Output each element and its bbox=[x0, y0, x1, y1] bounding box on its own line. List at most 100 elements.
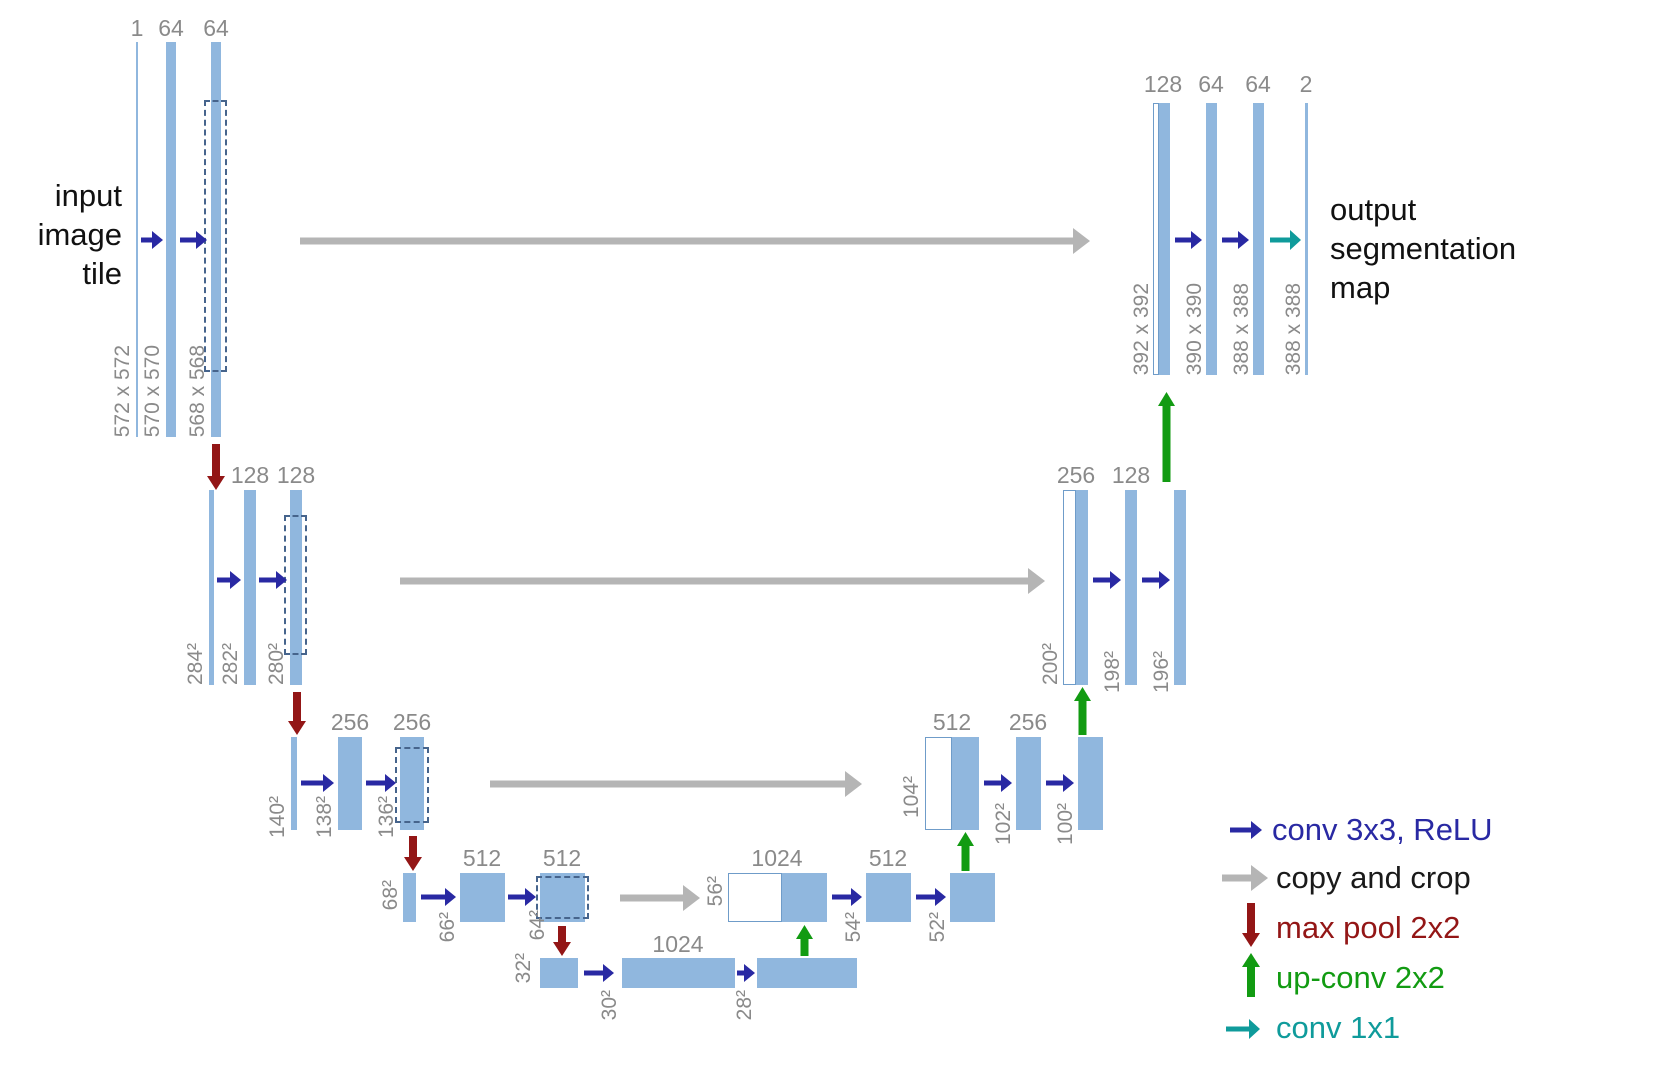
feature-map-bar bbox=[338, 737, 362, 830]
feature-map-bar bbox=[244, 490, 256, 685]
copy-crop-arrow bbox=[490, 771, 862, 797]
copied-features-box bbox=[1153, 103, 1159, 375]
channel-count-label: 512 bbox=[462, 845, 502, 871]
up-conv-arrow-legend-icon bbox=[1242, 953, 1260, 997]
channel-count-label: 256 bbox=[1056, 462, 1096, 488]
max-pool-arrow bbox=[207, 444, 225, 490]
input-image-tile-label: input image tile bbox=[37, 178, 122, 291]
copied-features-box bbox=[1063, 490, 1076, 685]
spatial-size-label: 198² bbox=[1101, 650, 1124, 693]
spatial-size-label: 280² bbox=[265, 642, 288, 685]
feature-map-bar bbox=[403, 873, 416, 922]
feature-map-bar bbox=[866, 873, 911, 922]
spatial-size-label: 136² bbox=[375, 795, 398, 838]
spatial-size-label: 570 x 570 bbox=[141, 344, 164, 437]
feature-map-bar bbox=[460, 873, 505, 922]
spatial-size-label: 388 x 388 bbox=[1230, 282, 1253, 375]
channel-count-label: 2 bbox=[1299, 71, 1313, 97]
feature-map-bar bbox=[757, 958, 857, 988]
spatial-size-label: 102² bbox=[992, 803, 1015, 846]
feature-map-bar bbox=[1174, 490, 1186, 685]
conv-arrow bbox=[1222, 231, 1249, 249]
copied-features-box bbox=[925, 737, 952, 830]
spatial-size-label: 30² bbox=[598, 990, 621, 1021]
conv-arrow bbox=[301, 774, 334, 792]
channel-count-label: 256 bbox=[1008, 709, 1048, 735]
conv-arrow bbox=[141, 231, 163, 249]
spatial-size-label: 388 x 388 bbox=[1282, 282, 1305, 375]
legend-label-conv1x1: conv 1x1 bbox=[1276, 1010, 1401, 1045]
up-conv-arrow bbox=[796, 925, 813, 956]
feature-map-bar bbox=[166, 42, 176, 437]
spatial-size-label: 196² bbox=[1150, 650, 1173, 693]
spatial-size-label: 28² bbox=[733, 990, 756, 1021]
conv-arrow bbox=[1046, 774, 1074, 792]
feature-map-bar bbox=[540, 958, 578, 988]
feature-map-bar bbox=[782, 873, 827, 922]
crop-region-outline bbox=[204, 100, 227, 372]
conv-arrow bbox=[916, 888, 946, 906]
feature-map-bar bbox=[211, 42, 221, 437]
copy-crop-arrow bbox=[400, 568, 1045, 594]
conv-arrow bbox=[508, 888, 536, 906]
spatial-size-label: 54² bbox=[842, 912, 865, 943]
copy-crop-arrow-legend-icon bbox=[1222, 865, 1268, 891]
conv1x1-arrow bbox=[1270, 230, 1301, 250]
spatial-size-label: 392 x 392 bbox=[1130, 282, 1153, 375]
legend-label-conv: conv 3x3, ReLU bbox=[1272, 812, 1493, 847]
channel-count-label: 512 bbox=[542, 845, 582, 871]
spatial-size-label: 32² bbox=[512, 953, 535, 984]
spatial-size-label: 64² bbox=[526, 910, 549, 941]
conv-arrow bbox=[217, 571, 241, 589]
feature-map-bar bbox=[1125, 490, 1137, 685]
legend-label-max-pool: max pool 2x2 bbox=[1276, 910, 1461, 945]
conv-arrow bbox=[737, 964, 755, 982]
output-segmentation-map-label: output segmentation map bbox=[1330, 192, 1517, 305]
channel-count-label: 128 bbox=[230, 462, 270, 488]
channel-count-label: 512 bbox=[932, 709, 972, 735]
copy-crop-arrow bbox=[300, 228, 1090, 254]
conv-arrow bbox=[180, 231, 207, 249]
feature-map-bar bbox=[622, 958, 735, 988]
up-conv-arrow bbox=[957, 832, 974, 871]
channel-count-label: 64 bbox=[1245, 71, 1271, 97]
copied-features-box bbox=[728, 873, 782, 922]
channel-count-label: 256 bbox=[330, 709, 370, 735]
conv-arrow bbox=[366, 774, 396, 792]
channel-count-label: 128 bbox=[276, 462, 316, 488]
channel-count-label: 1024 bbox=[751, 845, 803, 871]
spatial-size-label: 200² bbox=[1039, 642, 1062, 685]
conv-arrow bbox=[1142, 571, 1170, 589]
output-channel-line bbox=[1305, 103, 1308, 375]
conv1x1-arrow-legend-icon bbox=[1226, 1019, 1260, 1039]
channel-count-label: 1024 bbox=[652, 931, 704, 957]
spatial-size-label: 140² bbox=[266, 795, 289, 838]
spatial-size-label: 572 x 572 bbox=[111, 344, 134, 437]
spatial-size-label: 390 x 390 bbox=[1183, 282, 1206, 375]
conv-arrow bbox=[1093, 571, 1121, 589]
spatial-size-label: 68² bbox=[379, 880, 402, 911]
spatial-size-label: 284² bbox=[184, 642, 207, 685]
legend-label-up-conv: up-conv 2x2 bbox=[1276, 960, 1445, 995]
max-pool-arrow bbox=[404, 836, 422, 871]
spatial-size-label: 56² bbox=[704, 876, 727, 907]
input-channel-line bbox=[136, 42, 138, 437]
channel-count-label: 64 bbox=[158, 15, 184, 41]
channel-count-label: 64 bbox=[1198, 71, 1224, 97]
feature-map-bar bbox=[1159, 103, 1170, 375]
feature-map-bar bbox=[1078, 737, 1103, 830]
channel-count-label: 128 bbox=[1143, 71, 1183, 97]
feature-map-bar bbox=[209, 490, 214, 685]
channel-count-label: 256 bbox=[392, 709, 432, 735]
max-pool-arrow bbox=[553, 926, 571, 956]
feature-map-bar bbox=[1016, 737, 1041, 830]
channel-count-label: 512 bbox=[868, 845, 908, 871]
feature-map-bar bbox=[1253, 103, 1264, 375]
legend-label-copy-crop: copy and crop bbox=[1276, 860, 1471, 895]
up-conv-arrow bbox=[1158, 392, 1175, 482]
spatial-size-label: 282² bbox=[219, 642, 242, 685]
conv-arrow-legend-icon bbox=[1230, 821, 1262, 839]
up-conv-arrow bbox=[1074, 687, 1091, 735]
channel-count-label: 1 bbox=[130, 15, 144, 41]
